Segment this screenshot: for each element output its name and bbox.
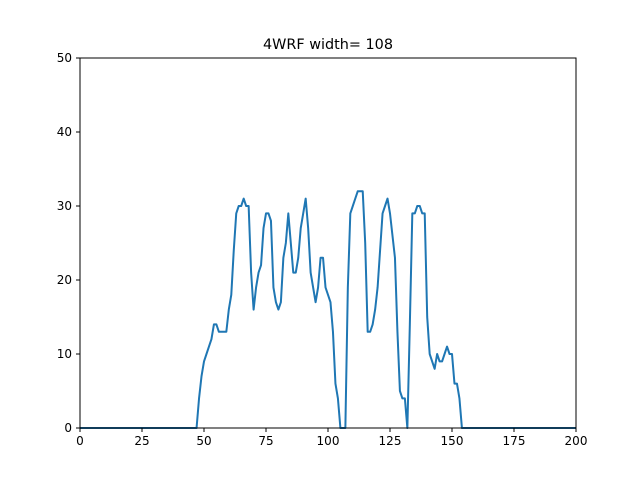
plot-area-frame xyxy=(79,57,577,429)
x-tick-label: 150 xyxy=(441,434,464,448)
x-tick-label: 50 xyxy=(196,434,211,448)
x-tick-label: 100 xyxy=(317,434,340,448)
series-layer xyxy=(80,190,576,429)
x-tick-label: 125 xyxy=(379,434,402,448)
y-tick-label: 0 xyxy=(64,421,72,435)
series-line-0 xyxy=(80,190,576,429)
y-tick-label: 20 xyxy=(57,273,72,287)
x-tick-label: 200 xyxy=(565,434,588,448)
y-tick-label: 40 xyxy=(57,125,72,139)
x-tick-label: 175 xyxy=(503,434,526,448)
y-tick-label: 10 xyxy=(57,347,72,361)
y-tick-label: 30 xyxy=(57,199,72,213)
x-tick-label: 75 xyxy=(258,434,273,448)
y-tick-label: 50 xyxy=(57,51,72,65)
chart-title: 4WRF width= 108 xyxy=(263,37,393,53)
x-tick-label: 0 xyxy=(76,434,84,448)
axis-ticks: 0 25 50 75 100 125 150 175 200 0 10 20 30 40 50 xyxy=(57,51,588,448)
x-tick-label: 25 xyxy=(134,434,149,448)
